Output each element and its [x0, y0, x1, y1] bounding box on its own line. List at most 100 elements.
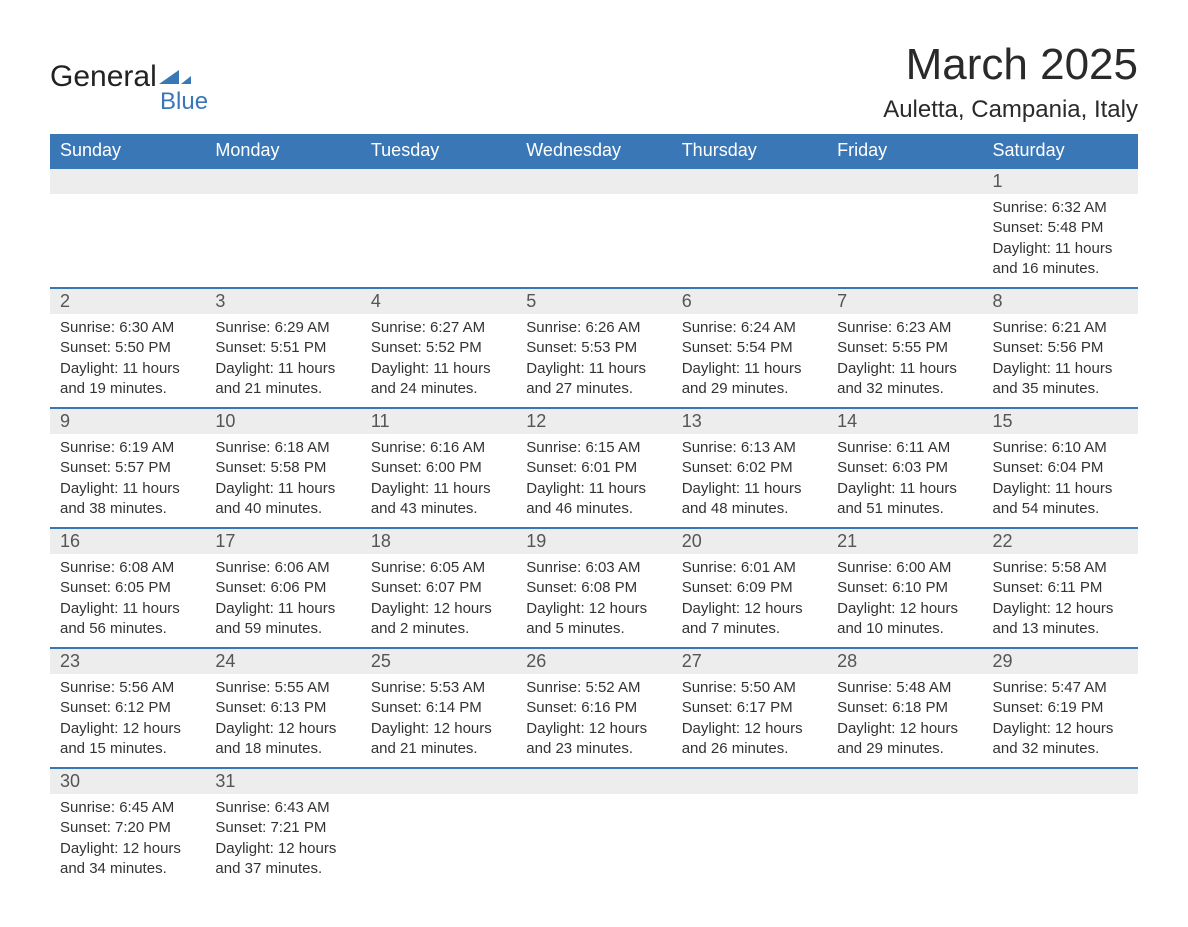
day-number-cell: 8 — [983, 288, 1138, 314]
day-number-cell: 29 — [983, 648, 1138, 674]
sunrise-text: Sunrise: 6:06 AM — [215, 558, 350, 578]
sunrise-text: Sunrise: 6:45 AM — [60, 798, 195, 818]
daylight-text: Daylight: 11 hours — [993, 359, 1128, 379]
sunrise-text: Sunrise: 5:48 AM — [837, 678, 972, 698]
daylight-text: and 23 minutes. — [526, 739, 661, 759]
sunset-text: Sunset: 5:54 PM — [682, 338, 817, 358]
day-detail-cell: Sunrise: 5:56 AMSunset: 6:12 PMDaylight:… — [50, 674, 205, 768]
header: General Blue March 2025 Auletta, Campani… — [50, 40, 1138, 124]
day-detail-cell: Sunrise: 6:06 AMSunset: 6:06 PMDaylight:… — [205, 554, 360, 648]
day-number-row: 2345678 — [50, 288, 1138, 314]
day-detail-cell: Sunrise: 5:58 AMSunset: 6:11 PMDaylight:… — [983, 554, 1138, 648]
sunset-text: Sunset: 6:06 PM — [215, 578, 350, 598]
daylight-text: and 43 minutes. — [371, 499, 506, 519]
day-detail-cell — [827, 194, 982, 288]
daylight-text: and 35 minutes. — [993, 379, 1128, 399]
sunrise-text: Sunrise: 6:00 AM — [837, 558, 972, 578]
weekday-header: Sunday — [50, 134, 205, 168]
day-number-cell — [361, 168, 516, 194]
sunset-text: Sunset: 6:17 PM — [682, 698, 817, 718]
daylight-text: and 38 minutes. — [60, 499, 195, 519]
day-detail-cell: Sunrise: 6:05 AMSunset: 6:07 PMDaylight:… — [361, 554, 516, 648]
weekday-header: Friday — [827, 134, 982, 168]
day-detail-cell: Sunrise: 6:26 AMSunset: 5:53 PMDaylight:… — [516, 314, 671, 408]
sunset-text: Sunset: 5:58 PM — [215, 458, 350, 478]
sunset-text: Sunset: 5:57 PM — [60, 458, 195, 478]
daylight-text: and 21 minutes. — [215, 379, 350, 399]
daylight-text: and 34 minutes. — [60, 859, 195, 879]
day-detail-cell: Sunrise: 6:45 AMSunset: 7:20 PMDaylight:… — [50, 794, 205, 887]
day-number-cell: 21 — [827, 528, 982, 554]
day-number-cell — [672, 768, 827, 794]
day-number-cell: 5 — [516, 288, 671, 314]
day-detail-cell: Sunrise: 5:52 AMSunset: 6:16 PMDaylight:… — [516, 674, 671, 768]
daylight-text: and 16 minutes. — [993, 259, 1128, 279]
logo-text-general: General — [50, 60, 157, 94]
sunrise-text: Sunrise: 5:47 AM — [993, 678, 1128, 698]
day-number-cell — [827, 768, 982, 794]
day-number-cell: 12 — [516, 408, 671, 434]
day-number-cell: 23 — [50, 648, 205, 674]
sunset-text: Sunset: 6:19 PM — [993, 698, 1128, 718]
day-detail-cell: Sunrise: 6:24 AMSunset: 5:54 PMDaylight:… — [672, 314, 827, 408]
daylight-text: Daylight: 12 hours — [371, 599, 506, 619]
day-detail-row: Sunrise: 6:19 AMSunset: 5:57 PMDaylight:… — [50, 434, 1138, 528]
daylight-text: Daylight: 11 hours — [60, 479, 195, 499]
day-number-row: 9101112131415 — [50, 408, 1138, 434]
sunrise-text: Sunrise: 6:10 AM — [993, 438, 1128, 458]
daylight-text: Daylight: 11 hours — [837, 479, 972, 499]
daylight-text: and 29 minutes. — [837, 739, 972, 759]
logo-text-blue: Blue — [160, 88, 208, 116]
day-detail-cell: Sunrise: 6:27 AMSunset: 5:52 PMDaylight:… — [361, 314, 516, 408]
day-detail-cell: Sunrise: 6:19 AMSunset: 5:57 PMDaylight:… — [50, 434, 205, 528]
sunrise-text: Sunrise: 5:55 AM — [215, 678, 350, 698]
sunrise-text: Sunrise: 6:24 AM — [682, 318, 817, 338]
sunset-text: Sunset: 6:10 PM — [837, 578, 972, 598]
logo: General Blue — [50, 60, 208, 116]
daylight-text: Daylight: 12 hours — [60, 839, 195, 859]
day-detail-cell: Sunrise: 6:11 AMSunset: 6:03 PMDaylight:… — [827, 434, 982, 528]
daylight-text: Daylight: 12 hours — [215, 839, 350, 859]
day-detail-cell: Sunrise: 6:21 AMSunset: 5:56 PMDaylight:… — [983, 314, 1138, 408]
weekday-header: Monday — [205, 134, 360, 168]
sunrise-text: Sunrise: 5:53 AM — [371, 678, 506, 698]
day-detail-cell: Sunrise: 6:16 AMSunset: 6:00 PMDaylight:… — [361, 434, 516, 528]
day-detail-cell: Sunrise: 6:23 AMSunset: 5:55 PMDaylight:… — [827, 314, 982, 408]
sunrise-text: Sunrise: 6:15 AM — [526, 438, 661, 458]
daylight-text: and 40 minutes. — [215, 499, 350, 519]
sunset-text: Sunset: 6:16 PM — [526, 698, 661, 718]
daylight-text: and 54 minutes. — [993, 499, 1128, 519]
sunset-text: Sunset: 5:56 PM — [993, 338, 1128, 358]
day-number-cell: 26 — [516, 648, 671, 674]
day-number-cell: 24 — [205, 648, 360, 674]
day-number-cell: 13 — [672, 408, 827, 434]
day-number-cell — [205, 168, 360, 194]
daylight-text: and 18 minutes. — [215, 739, 350, 759]
sunrise-text: Sunrise: 6:27 AM — [371, 318, 506, 338]
day-number-cell: 16 — [50, 528, 205, 554]
day-number-cell — [672, 168, 827, 194]
daylight-text: Daylight: 12 hours — [526, 719, 661, 739]
sunrise-text: Sunrise: 6:19 AM — [60, 438, 195, 458]
daylight-text: and 13 minutes. — [993, 619, 1128, 639]
daylight-text: and 59 minutes. — [215, 619, 350, 639]
logo-shape-icon — [159, 66, 191, 86]
daylight-text: Daylight: 11 hours — [993, 479, 1128, 499]
daylight-text: and 24 minutes. — [371, 379, 506, 399]
day-detail-cell: Sunrise: 6:43 AMSunset: 7:21 PMDaylight:… — [205, 794, 360, 887]
day-detail-cell — [672, 194, 827, 288]
daylight-text: and 26 minutes. — [682, 739, 817, 759]
day-number-cell: 2 — [50, 288, 205, 314]
day-detail-cell: Sunrise: 6:18 AMSunset: 5:58 PMDaylight:… — [205, 434, 360, 528]
daylight-text: and 19 minutes. — [60, 379, 195, 399]
day-number-cell: 28 — [827, 648, 982, 674]
sunrise-text: Sunrise: 6:08 AM — [60, 558, 195, 578]
sunrise-text: Sunrise: 6:29 AM — [215, 318, 350, 338]
weekday-header: Tuesday — [361, 134, 516, 168]
day-detail-row: Sunrise: 6:45 AMSunset: 7:20 PMDaylight:… — [50, 794, 1138, 887]
day-number-cell — [50, 168, 205, 194]
day-number-cell — [516, 768, 671, 794]
day-number-cell: 3 — [205, 288, 360, 314]
sunset-text: Sunset: 5:50 PM — [60, 338, 195, 358]
daylight-text: Daylight: 11 hours — [682, 359, 817, 379]
